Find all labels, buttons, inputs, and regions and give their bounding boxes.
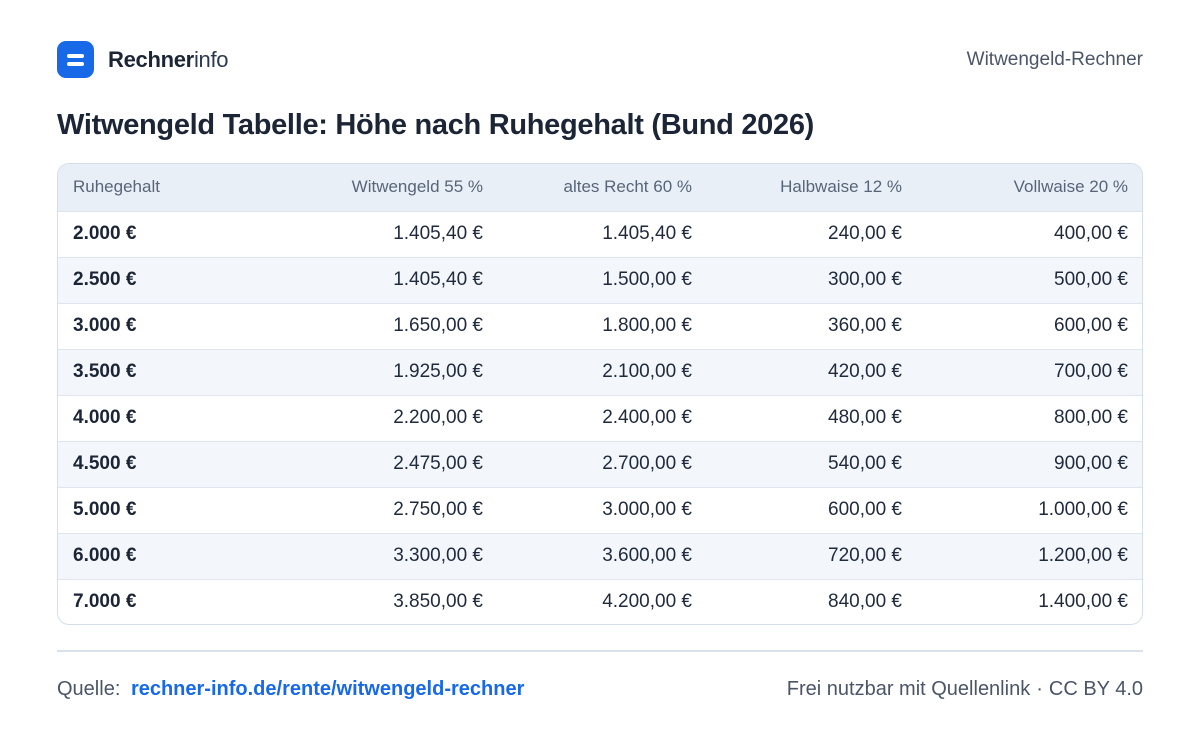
cell-altes-recht: 4.200,00 €: [499, 578, 708, 624]
cell-ruhegehalt: 5.000 €: [58, 486, 288, 533]
table-header-row: Ruhegehalt Witwengeld 55 % altes Recht 6…: [58, 164, 1142, 211]
cell-halbwaise: 480,00 €: [708, 394, 918, 441]
cell-witwengeld: 1.405,40 €: [288, 210, 499, 257]
source-link[interactable]: rechner-info.de/rente/witwengeld-rechner: [130, 678, 525, 700]
cell-halbwaise: 720,00 €: [708, 532, 918, 579]
cell-ruhegehalt: 3.500 €: [58, 348, 288, 395]
cell-witwengeld: 2.750,00 €: [288, 486, 499, 533]
rechnerinfo-logo-icon[interactable]: [57, 41, 94, 78]
brand-name-light: info: [193, 47, 229, 72]
cell-halbwaise: 600,00 €: [708, 486, 918, 533]
cell-witwengeld: 3.300,00 €: [288, 532, 499, 579]
cell-ruhegehalt: 3.000 €: [58, 302, 288, 349]
page-title: Witwengeld Tabelle: Höhe nach Ruhegehalt…: [57, 109, 815, 141]
cell-halbwaise: 420,00 €: [708, 348, 918, 395]
cell-vollwaise: 500,00 €: [918, 256, 1142, 303]
table-row: 4.000 €2.200,00 €2.400,00 €480,00 €800,0…: [58, 394, 1142, 441]
cell-vollwaise: 800,00 €: [918, 394, 1142, 441]
cell-altes-recht: 2.700,00 €: [499, 440, 708, 487]
cell-vollwaise: 1.200,00 €: [918, 532, 1142, 579]
cell-witwengeld: 2.200,00 €: [288, 394, 499, 441]
source-credit: Quelle: rechner-info.de/rente/witwengeld…: [57, 677, 524, 701]
table-row: 7.000 €3.850,00 €4.200,00 €840,00 €1.400…: [58, 578, 1142, 624]
cell-altes-recht: 3.600,00 €: [499, 532, 708, 579]
table-row: 6.000 €3.300,00 €3.600,00 €720,00 €1.200…: [58, 532, 1142, 579]
cell-altes-recht: 2.100,00 €: [499, 348, 708, 395]
footer-divider: [57, 650, 1143, 652]
cell-vollwaise: 900,00 €: [918, 440, 1142, 487]
license-name: CC BY 4.0: [1048, 678, 1143, 700]
source-label: Quelle:: [57, 678, 121, 700]
cell-witwengeld: 3.850,00 €: [288, 578, 499, 624]
cell-ruhegehalt: 4.000 €: [58, 394, 288, 441]
cell-halbwaise: 240,00 €: [708, 210, 918, 257]
cell-ruhegehalt: 6.000 €: [58, 532, 288, 579]
license-info: Frei nutzbar mit Quellenlink · CC BY 4.0: [787, 677, 1143, 701]
cell-witwengeld: 1.925,00 €: [288, 348, 499, 395]
cell-vollwaise: 600,00 €: [918, 302, 1142, 349]
cell-vollwaise: 700,00 €: [918, 348, 1142, 395]
cell-ruhegehalt: 7.000 €: [58, 578, 288, 624]
cell-vollwaise: 1.000,00 €: [918, 486, 1142, 533]
table-row: 4.500 €2.475,00 €2.700,00 €540,00 €900,0…: [58, 440, 1142, 487]
column-header-vollwaise: Vollwaise 20 %: [918, 164, 1142, 211]
cell-vollwaise: 1.400,00 €: [918, 578, 1142, 624]
cell-vollwaise: 400,00 €: [918, 210, 1142, 257]
table-row: 5.000 €2.750,00 €3.000,00 €600,00 €1.000…: [58, 486, 1142, 533]
cell-ruhegehalt: 2.500 €: [58, 256, 288, 303]
table-row: 2.500 €1.405,40 €1.500,00 €300,00 €500,0…: [58, 256, 1142, 303]
table-row: 2.000 €1.405,40 €1.405,40 €240,00 €400,0…: [58, 210, 1142, 257]
brand-name-bold: Rechner: [108, 47, 194, 72]
column-header-altes-recht: altes Recht 60 %: [499, 164, 708, 211]
cell-altes-recht: 1.405,40 €: [499, 210, 708, 257]
cell-witwengeld: 1.650,00 €: [288, 302, 499, 349]
table-row: 3.500 €1.925,00 €2.100,00 €420,00 €700,0…: [58, 348, 1142, 395]
cell-altes-recht: 3.000,00 €: [499, 486, 708, 533]
widow-pension-table: Ruhegehalt Witwengeld 55 % altes Recht 6…: [57, 163, 1143, 625]
column-header-witwengeld: Witwengeld 55 %: [288, 164, 499, 211]
cell-ruhegehalt: 4.500 €: [58, 440, 288, 487]
cell-witwengeld: 2.475,00 €: [288, 440, 499, 487]
cell-halbwaise: 540,00 €: [708, 440, 918, 487]
cell-halbwaise: 300,00 €: [708, 256, 918, 303]
cell-ruhegehalt: 2.000 €: [58, 210, 288, 257]
cell-altes-recht: 2.400,00 €: [499, 394, 708, 441]
cell-witwengeld: 1.405,40 €: [288, 256, 499, 303]
cell-altes-recht: 1.500,00 €: [499, 256, 708, 303]
table-row: 3.000 €1.650,00 €1.800,00 €360,00 €600,0…: [58, 302, 1142, 349]
cell-altes-recht: 1.800,00 €: [499, 302, 708, 349]
cell-halbwaise: 360,00 €: [708, 302, 918, 349]
license-text: Frei nutzbar mit Quellenlink: [786, 678, 1031, 700]
cell-halbwaise: 840,00 €: [708, 578, 918, 624]
calculator-name: Witwengeld-Rechner: [966, 49, 1143, 70]
column-header-halbwaise: Halbwaise 12 %: [708, 164, 918, 211]
column-header-ruhegehalt: Ruhegehalt: [58, 164, 288, 211]
license-separator: ·: [1036, 678, 1043, 700]
page-header: Rechnerinfo Witwengeld-Rechner: [57, 41, 1143, 79]
brand-name[interactable]: Rechnerinfo: [108, 47, 229, 73]
